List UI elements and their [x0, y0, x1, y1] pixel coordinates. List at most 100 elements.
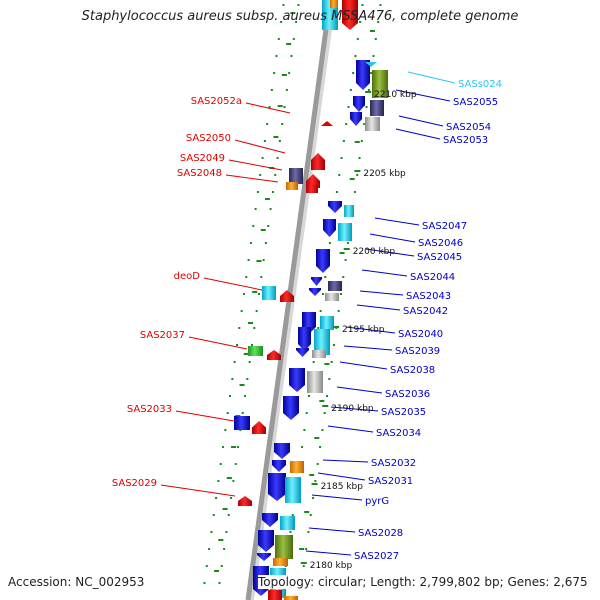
inner-ring-dot — [323, 412, 326, 414]
gene-feature — [306, 174, 320, 188]
outer-ring-dot — [218, 582, 221, 584]
left-gene-label: SAS2049 — [180, 153, 225, 164]
outer-ring-dot — [278, 140, 281, 142]
gene-feature — [328, 201, 342, 213]
inner-ring-dot — [354, 55, 357, 57]
tick-mark — [247, 322, 253, 324]
inner-ring-dot — [305, 412, 308, 414]
right-leader — [395, 128, 441, 140]
outer-ring-dot — [229, 395, 232, 397]
tick-mark — [369, 30, 375, 32]
outer-ring-dot — [255, 310, 258, 312]
tick-mark — [290, 12, 296, 14]
kbp-label: 2205 kbp — [363, 169, 406, 179]
inner-ring-dot — [332, 344, 335, 346]
right-leader — [361, 269, 408, 277]
outer-ring-dot — [269, 208, 272, 210]
inner-ring-dot — [289, 531, 292, 533]
tick-mark — [218, 539, 224, 541]
kbp-tick — [343, 248, 350, 250]
inner-ring-dot — [367, 89, 370, 91]
outer-ring-dot — [277, 38, 280, 40]
outer-ring-dot — [273, 72, 276, 74]
inner-ring-dot — [359, 21, 362, 23]
tick-mark — [239, 384, 245, 386]
kbp-label: 2195 kbp — [342, 325, 385, 335]
outer-ring-dot — [223, 548, 226, 550]
right-leader — [395, 89, 451, 102]
gene-feature — [252, 421, 266, 434]
tick-mark — [277, 105, 283, 107]
outer-ring-dot — [238, 327, 241, 329]
gene-feature — [262, 513, 278, 527]
gene-feature — [275, 535, 293, 559]
outer-ring-dot — [280, 21, 283, 23]
right-gene-label: SAS2035 — [381, 407, 426, 418]
inner-ring-dot — [360, 140, 363, 142]
inner-ring-dot — [307, 531, 310, 533]
outer-ring-dot — [240, 310, 243, 312]
gene-feature — [350, 112, 362, 126]
right-gene-label: SAS2053 — [443, 135, 488, 146]
right-gene-label: SAS2042 — [403, 306, 448, 317]
tick-mark — [339, 252, 345, 254]
inner-ring-dot — [321, 293, 324, 295]
outer-ring-dot — [249, 242, 252, 244]
left-leader — [228, 159, 283, 171]
gene-feature — [353, 96, 365, 112]
outer-ring-dot — [268, 106, 271, 108]
outer-ring-dot — [227, 514, 230, 516]
outer-ring-dot — [267, 225, 270, 227]
tick-mark — [309, 474, 315, 476]
kbp-tick — [354, 170, 361, 172]
outer-ring-dot — [295, 21, 298, 23]
right-gene-label: SAS2047 — [422, 221, 467, 232]
outer-ring-dot — [256, 191, 259, 193]
right-gene-label: SAS2032 — [371, 458, 416, 469]
outer-ring-dot — [263, 140, 266, 142]
inner-ring-dot — [337, 310, 340, 312]
inner-ring-dot — [349, 89, 352, 91]
outer-ring-dot — [241, 412, 244, 414]
outer-ring-dot — [225, 531, 228, 533]
inner-ring-dot — [316, 463, 319, 465]
gene-feature — [307, 371, 323, 393]
right-gene-label: SAS2028 — [358, 528, 403, 539]
outer-ring-dot — [244, 395, 247, 397]
gene-feature — [289, 368, 305, 392]
right-gene-label: SAS2039 — [395, 346, 440, 357]
gene-feature — [314, 329, 330, 355]
accession-label: Accession: NC_002953 — [8, 575, 145, 589]
outer-ring-dot — [235, 344, 238, 346]
gene-feature — [372, 70, 388, 98]
gene-feature — [285, 477, 301, 503]
gene-feature — [267, 350, 281, 360]
inner-ring-dot — [309, 514, 312, 516]
outer-ring-dot — [281, 123, 284, 125]
outer-ring-dot — [219, 463, 222, 465]
gene-feature — [280, 290, 294, 302]
left-leader — [245, 102, 291, 114]
right-leader — [308, 527, 356, 533]
inner-ring-dot — [312, 497, 315, 499]
inner-ring-dot — [302, 565, 305, 567]
right-leader — [322, 459, 369, 463]
gene-feature — [268, 590, 282, 600]
outer-ring-dot — [260, 276, 263, 278]
inner-ring-dot — [370, 72, 373, 74]
inner-ring-dot — [324, 276, 327, 278]
left-leader — [188, 336, 248, 350]
gene-feature — [268, 473, 286, 501]
right-gene-label: SAS2027 — [354, 551, 399, 562]
outer-ring-dot — [217, 480, 220, 482]
left-leader — [160, 484, 236, 497]
tick-mark — [214, 570, 220, 572]
left-gene-label: SAS2029 — [112, 478, 157, 489]
gene-feature — [286, 182, 298, 190]
outer-ring-dot — [290, 55, 293, 57]
outer-ring-dot — [212, 514, 215, 516]
kbp-label: 2200 kbp — [353, 247, 396, 257]
inner-ring-dot — [356, 174, 359, 176]
gene-feature — [272, 460, 286, 472]
tick-mark — [226, 477, 232, 479]
